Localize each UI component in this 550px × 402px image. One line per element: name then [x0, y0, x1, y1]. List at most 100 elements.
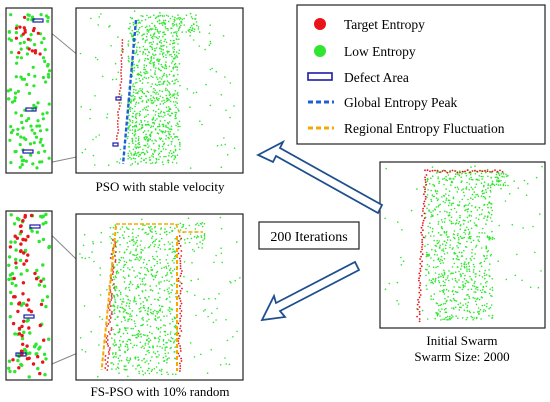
particle-low-entropy	[168, 106, 170, 108]
particle-low-entropy	[481, 289, 484, 291]
particle-low-entropy	[176, 38, 178, 41]
particle-low-entropy	[463, 265, 466, 268]
particle-low-entropy	[430, 198, 432, 201]
particle-low-entropy	[154, 258, 156, 261]
particle-target-entropy	[104, 359, 107, 361]
particle-low-entropy	[431, 166, 434, 168]
particle-low-entropy	[112, 328, 114, 331]
particle-low-entropy	[171, 112, 173, 114]
particle-low-entropy	[89, 117, 91, 120]
particle-low-entropy	[438, 182, 440, 185]
particle-low-entropy	[465, 258, 468, 260]
particle-low-entropy	[174, 82, 176, 84]
particle-low-entropy	[430, 279, 433, 282]
particle-low-entropy	[134, 52, 136, 55]
particle-low-entropy	[154, 28, 157, 31]
particle-low-entropy	[126, 302, 128, 304]
particle-target-entropy	[179, 305, 182, 307]
particle-target-entropy	[181, 270, 183, 272]
particle-low-entropy	[434, 189, 437, 192]
particle-low-entropy	[128, 28, 131, 30]
particle-low-entropy	[170, 128, 173, 131]
particle-low-entropy	[159, 287, 161, 290]
particle-target-entropy	[179, 262, 182, 265]
particle-low-entropy	[163, 31, 165, 33]
particle-low-entropy	[137, 41, 139, 44]
particle-low-entropy	[151, 83, 153, 85]
particle-low-entropy	[138, 307, 141, 310]
particle-low-entropy	[135, 314, 138, 317]
particle-low-entropy	[135, 115, 137, 117]
particle-low-entropy	[124, 350, 126, 353]
particle-low-entropy	[172, 25, 174, 27]
particle-low-entropy	[173, 316, 176, 319]
particle-low-entropy	[134, 356, 137, 359]
particle-low-entropy	[188, 241, 191, 244]
particle-low-entropy	[476, 209, 479, 211]
particle-low-entropy	[164, 248, 166, 251]
particle-low-entropy	[440, 303, 443, 306]
particle-low-entropy	[498, 180, 501, 183]
particle-low-entropy	[25, 52, 29, 56]
particle-low-entropy	[233, 105, 235, 107]
particle-target-entropy	[178, 242, 181, 245]
particle-low-entropy	[450, 208, 453, 211]
particle-low-entropy	[10, 100, 15, 104]
particle-low-entropy	[173, 31, 175, 34]
particle-low-entropy	[150, 102, 153, 104]
particle-low-entropy	[468, 233, 470, 236]
particle-low-entropy	[489, 306, 492, 309]
particle-low-entropy	[142, 373, 145, 376]
particle-low-entropy	[439, 260, 441, 263]
particle-low-entropy	[454, 277, 457, 280]
particle-target-entropy	[489, 171, 491, 173]
particle-low-entropy	[468, 310, 471, 313]
particle-low-entropy	[473, 257, 476, 260]
particle-low-entropy	[91, 251, 93, 253]
particle-low-entropy	[14, 257, 18, 262]
particle-low-entropy	[453, 262, 456, 265]
particle-low-entropy	[185, 227, 187, 230]
particle-low-entropy	[177, 108, 179, 110]
particle-low-entropy	[33, 131, 37, 135]
particle-low-entropy	[7, 277, 11, 282]
particle-low-entropy	[187, 217, 190, 219]
particle-low-entropy	[458, 270, 460, 273]
particle-low-entropy	[145, 145, 147, 147]
particle-low-entropy	[153, 61, 156, 64]
particle-low-entropy	[135, 137, 137, 139]
particle-low-entropy	[144, 342, 147, 345]
particle-low-entropy	[154, 114, 157, 116]
particle-low-entropy	[447, 319, 449, 321]
particle-low-entropy	[144, 26, 147, 29]
particle-low-entropy	[125, 359, 128, 361]
particle-low-entropy	[471, 193, 474, 196]
particle-low-entropy	[119, 343, 122, 346]
particle-low-entropy	[465, 263, 468, 266]
particle-low-entropy	[141, 359, 143, 362]
particle-low-entropy	[152, 258, 155, 260]
particle-target-entropy	[18, 301, 22, 305]
particle-low-entropy	[154, 226, 156, 229]
particle-low-entropy	[446, 277, 449, 279]
particle-low-entropy	[162, 52, 164, 54]
particle-low-entropy	[44, 80, 48, 84]
particle-target-entropy	[180, 237, 183, 240]
particle-low-entropy	[19, 114, 24, 118]
particle-low-entropy	[14, 265, 18, 270]
particle-low-entropy	[164, 130, 167, 132]
defect-area-marker	[29, 224, 41, 229]
particle-low-entropy	[137, 285, 140, 288]
particle-low-entropy	[441, 196, 443, 198]
particle-low-entropy	[439, 244, 442, 247]
particle-low-entropy	[429, 226, 432, 229]
particle-low-entropy	[44, 14, 49, 18]
particle-low-entropy	[118, 346, 120, 348]
particle-low-entropy	[410, 209, 413, 212]
particle-low-entropy	[428, 203, 430, 206]
particle-low-entropy	[161, 131, 164, 134]
particle-low-entropy	[187, 29, 190, 32]
particle-low-entropy	[138, 259, 140, 262]
particle-low-entropy	[146, 14, 148, 17]
particle-low-entropy	[233, 147, 236, 149]
